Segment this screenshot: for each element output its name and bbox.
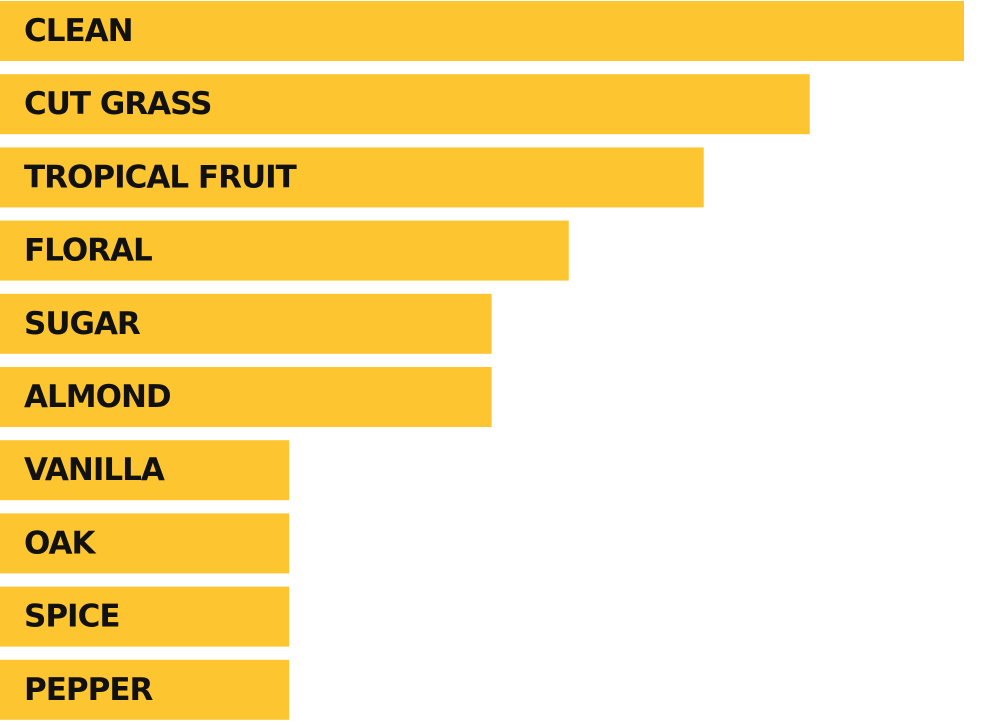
bar-label-spice: SPICE — [24, 599, 120, 635]
bar-tropical-fruit — [0, 147, 704, 208]
bar-label-pepper: PEPPER — [24, 672, 154, 708]
bars-group — [0, 1, 964, 720]
bar-cut-grass — [0, 74, 810, 135]
bar-label-almond: ALMOND — [24, 379, 171, 415]
bar-vanilla — [0, 440, 290, 501]
bar-almond — [0, 367, 492, 427]
bar-pepper — [0, 659, 290, 720]
bar-floral — [0, 220, 569, 281]
bar-label-tropical-fruit: TROPICAL FRUIT — [24, 159, 297, 195]
bar-label-clean: CLEAN — [24, 13, 133, 49]
bar-sugar — [0, 293, 492, 354]
bar-spice — [0, 586, 290, 647]
bar-label-vanilla: VANILLA — [24, 452, 165, 488]
labels-group: CLEAN CUT GRASS TROPICAL FRUIT FLORAL SUGAR A… — [24, 13, 298, 708]
bar-label-sugar: SUGAR — [24, 306, 141, 342]
bar-label-oak: OAK — [24, 525, 97, 561]
bar-oak — [0, 513, 290, 574]
bar-label-cut-grass: CUT GRASS — [24, 86, 211, 122]
bar-label-floral: FLORAL — [24, 233, 152, 269]
bar-clean — [0, 1, 964, 61]
